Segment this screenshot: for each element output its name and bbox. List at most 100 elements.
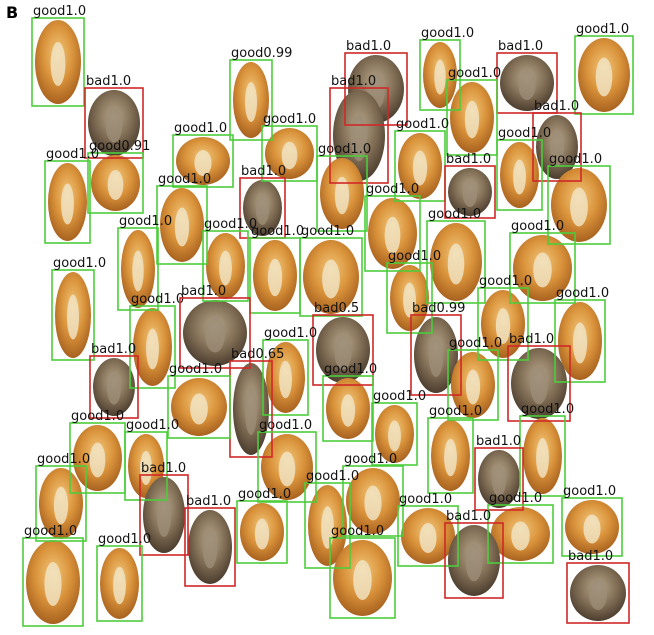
box-label: bad1.0 <box>498 39 543 54</box>
box-label: good1.0 <box>131 292 184 307</box>
box-label: good1.0 <box>301 224 354 239</box>
kernel-germ <box>106 108 123 143</box>
kernel-germ <box>146 329 159 370</box>
panel-label: B <box>6 3 18 22</box>
kernel-germ <box>113 567 126 605</box>
box-label: bad1.0 <box>186 494 231 509</box>
kernel-germ <box>465 101 479 139</box>
kernel-germ <box>51 42 66 86</box>
box-label: good1.0 <box>158 172 211 187</box>
kernel-germ <box>108 170 124 200</box>
kernel-germ <box>448 244 465 285</box>
box-label: good1.0 <box>53 256 106 271</box>
box-label: good1.0 <box>264 326 317 341</box>
kernel-germ <box>61 184 74 225</box>
page: {"panel_label": "B", "detections": [ {"l… <box>0 0 654 635</box>
box-label: good1.0 <box>388 249 441 264</box>
kernel-germ <box>589 580 607 610</box>
kernel-germ <box>466 544 483 582</box>
box-label: good1.0 <box>549 152 602 167</box>
box-label: good1.0 <box>169 362 222 377</box>
box-label: bad1.0 <box>446 509 491 524</box>
kernel-germ <box>90 443 106 478</box>
kernel-germ <box>511 522 530 551</box>
kernel-germ <box>203 530 217 569</box>
box-label: good1.0 <box>324 362 377 377</box>
box-label: good1.0 <box>521 402 574 417</box>
kernel-germ <box>419 523 436 553</box>
box-label: good1.0 <box>449 336 502 351</box>
box-label: bad1.0 <box>346 39 391 54</box>
kernel-germ <box>434 60 445 95</box>
kernel-germ <box>157 497 171 537</box>
box-label: good1.0 <box>318 142 371 157</box>
box-label: good1.0 <box>511 219 564 234</box>
box-label: good1.0 <box>174 121 227 136</box>
kernel-germ <box>429 337 443 377</box>
box-label: good1.0 <box>238 487 291 502</box>
box-label: good1.0 <box>366 182 419 197</box>
kernel-germ <box>107 374 121 405</box>
box-label: bad0.65 <box>231 347 284 362</box>
kernel-germ <box>268 259 282 297</box>
kernel-germ <box>463 181 477 207</box>
kernel-germ <box>245 387 257 435</box>
kernel-germ <box>444 439 457 477</box>
kernel-germ <box>175 208 189 247</box>
box-label: bad0.99 <box>412 301 465 316</box>
box-label: good1.0 <box>344 452 397 467</box>
kernel-germ <box>44 562 61 606</box>
box-label: good1.0 <box>263 112 316 127</box>
kernel-germ <box>536 438 549 478</box>
box-label: good1.0 <box>37 452 90 467</box>
kernel-germ <box>132 251 143 292</box>
kernel-germ <box>67 295 79 340</box>
box-label: good1.0 <box>259 418 312 433</box>
box-label: good1.0 <box>24 524 77 539</box>
kernel-germ <box>256 195 269 225</box>
box-label: good1.0 <box>126 418 179 433</box>
box-label: bad1.0 <box>509 332 554 347</box>
box-label: bad1.0 <box>91 342 136 357</box>
box-label: bad1.0 <box>141 461 186 476</box>
kernel-germ <box>279 452 296 487</box>
box-label: good1.0 <box>479 274 532 289</box>
box-label: good0.99 <box>231 46 292 61</box>
box-label: good1.0 <box>448 66 501 81</box>
kernel-germ <box>513 160 526 195</box>
kernel-germ <box>245 82 257 122</box>
kernel-germ <box>570 188 588 227</box>
box-label: bad1.0 <box>331 74 376 89</box>
box-label: good1.0 <box>251 224 304 239</box>
kernel-germ <box>353 560 372 600</box>
kernel-germ <box>518 70 535 100</box>
box-label: good1.0 <box>98 532 151 547</box>
box-label: good1.0 <box>489 491 542 506</box>
box-label: good1.0 <box>331 524 384 539</box>
box-label: bad1.0 <box>86 74 131 89</box>
box-label: good1.0 <box>421 26 474 41</box>
kernel-germ <box>533 253 552 288</box>
kernel-germ <box>255 519 269 550</box>
box-label: good1.0 <box>428 207 481 222</box>
kernel-germ <box>583 515 600 544</box>
kernel-germ <box>279 361 292 399</box>
box-label: bad1.0 <box>181 284 226 299</box>
box-label: good1.0 <box>33 4 86 19</box>
box-label: good1.0 <box>119 214 172 229</box>
kernel-germ <box>530 367 548 405</box>
box-label: bad1.0 <box>476 434 521 449</box>
box-label: good1.0 <box>306 469 359 484</box>
kernel-germ <box>219 251 232 286</box>
box-label: bad1.0 <box>446 152 491 167</box>
kernel-germ <box>54 487 68 525</box>
box-label: good1.0 <box>429 404 482 419</box>
kernel-germ <box>341 394 355 427</box>
kernel-germ <box>190 394 208 425</box>
kernel-germ <box>205 318 225 353</box>
box-label: good1.0 <box>396 117 449 132</box>
box-label: good1.0 <box>373 389 426 404</box>
box-label: good1.0 <box>563 484 616 499</box>
kernel-germ <box>596 58 613 97</box>
box-label: bad1.0 <box>534 99 579 114</box>
